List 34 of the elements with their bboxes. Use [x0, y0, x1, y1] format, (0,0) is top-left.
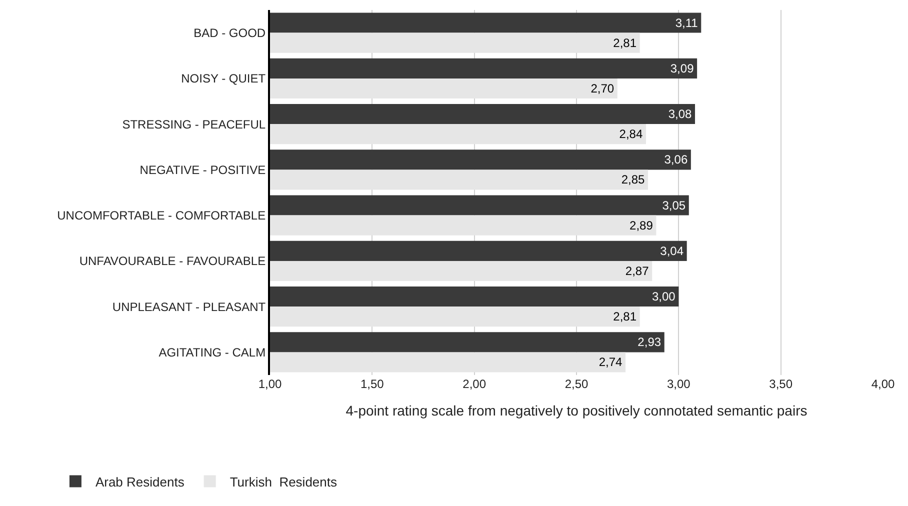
x-tick-label: 3,50 [769, 377, 793, 391]
data-label: 3,06 [664, 152, 688, 167]
y-tick-label: AGITATING - CALM [158, 345, 266, 360]
y-tick-label: NEGATIVE - POSITIVE [140, 162, 266, 177]
data-label: 2,93 [638, 335, 662, 350]
x-tick-label: 4,00 [871, 377, 895, 391]
x-axis-title: 4-point rating scale from negatively to positively connotated semantic pairs [346, 402, 808, 418]
x-tick-label: 1,00 [258, 377, 282, 391]
data-label: 3,04 [660, 244, 684, 258]
legend-label: Turkish Residents [230, 474, 338, 490]
x-tick-label: 3,00 [666, 377, 691, 391]
y-tick-label: BAD - GOOD [194, 26, 266, 40]
y-tick-label: NOISY - QUIET [181, 72, 266, 86]
data-label: 2,85 [621, 172, 646, 187]
data-label: 3,05 [662, 198, 686, 212]
data-label: 2,87 [625, 264, 650, 278]
data-label: 2,81 [613, 310, 637, 324]
y-tick-label: UNPLEASANT - PLEASANT [112, 300, 266, 314]
data-label: 2,81 [613, 36, 637, 50]
data-label: 3,11 [675, 16, 698, 30]
data-label: 2,84 [619, 127, 643, 142]
x-tick-label: 1,50 [360, 377, 384, 391]
data-label: 3,08 [668, 107, 692, 122]
data-label: 2,70 [590, 81, 614, 96]
data-label: 2,74 [598, 355, 623, 370]
y-tick-label: UNCOMFORTABLE - COMFORTABLE [57, 208, 266, 223]
data-label: 2,89 [630, 218, 654, 232]
data-label: 3,09 [670, 61, 694, 76]
legend-label: Arab Residents [95, 474, 185, 490]
x-tick-label: 2,00 [462, 377, 486, 391]
y-tick-label: STRESSING - PEACEFUL [122, 117, 266, 132]
y-tick-label: UNFAVOURABLE - FAVOURABLE [79, 254, 266, 268]
x-tick-label: 2,50 [564, 377, 588, 391]
data-label: 3,00 [652, 290, 676, 304]
